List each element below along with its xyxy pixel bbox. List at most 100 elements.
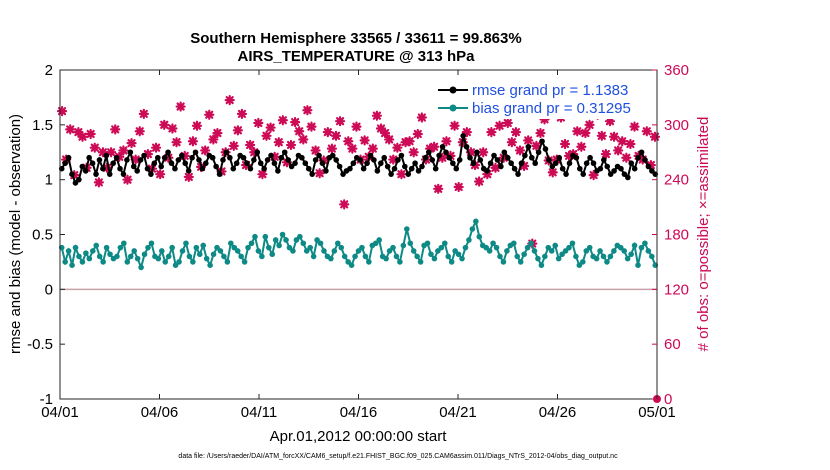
bias-point: [521, 251, 527, 258]
bias-point: [245, 244, 251, 251]
obs-marker: [478, 147, 489, 158]
bias-point: [155, 255, 162, 262]
rmse-point: [597, 165, 604, 172]
bias-point: [62, 259, 68, 265]
bias-point: [538, 262, 545, 269]
y-left-tick-label: -0.5: [27, 336, 53, 353]
rmse-point: [467, 154, 473, 161]
rmse-point: [106, 171, 113, 177]
rmse-point: [100, 165, 106, 172]
bias-point: [145, 244, 151, 251]
rmse-point: [86, 154, 92, 161]
rmse-point: [175, 157, 182, 163]
obs-marker: [396, 169, 407, 180]
obs-marker: [453, 181, 464, 193]
bias-point: [393, 253, 400, 260]
bias-point: [297, 233, 303, 240]
rmse-point: [192, 149, 199, 156]
rmse-point: [552, 160, 559, 167]
obs-marker: [604, 116, 616, 127]
obs-marker: [302, 105, 313, 116]
obs-marker: [343, 136, 354, 147]
x-tick-label: 04/11: [241, 404, 277, 421]
obs-marker: [110, 124, 121, 135]
rmse-point: [546, 157, 552, 163]
bias-point: [631, 242, 638, 249]
rmse-point: [522, 152, 528, 159]
rmse-point: [220, 157, 226, 163]
rmse-point: [227, 154, 233, 161]
rmse-point: [638, 149, 645, 156]
rmse-point: [281, 149, 288, 156]
rmse-point: [130, 163, 137, 170]
obs-marker: [584, 119, 595, 130]
bias-point: [517, 259, 524, 265]
bias-point: [642, 240, 648, 247]
obs-marker: [408, 147, 419, 158]
bias-point: [383, 255, 389, 262]
rmse-point: [446, 154, 453, 161]
bias-point: [459, 255, 465, 262]
bias-point: [466, 237, 472, 243]
bias-point: [321, 248, 327, 254]
bias-point: [555, 255, 562, 262]
obs-marker: [142, 148, 154, 160]
rmse-point: [292, 160, 298, 167]
rmse-point: [539, 138, 545, 145]
obs-marker: [506, 137, 517, 148]
bias-point: [500, 259, 507, 265]
bias-point: [69, 262, 75, 269]
rmse-point: [209, 154, 216, 161]
obs-marker: [326, 143, 338, 154]
bias-point: [203, 255, 210, 262]
bias-point: [252, 233, 258, 240]
bias-point: [445, 253, 452, 260]
bias-point: [317, 240, 324, 247]
bias-point: [72, 244, 79, 251]
obs-marker: [539, 114, 550, 125]
rmse-point: [336, 163, 343, 170]
rmse-point: [439, 143, 446, 150]
bias-point: [190, 259, 196, 265]
rmse-point: [374, 168, 381, 174]
rmse-point: [398, 152, 405, 159]
bias-point: [107, 251, 113, 258]
rmse-point: [275, 168, 281, 174]
bias-point: [414, 253, 420, 260]
bias-point: [597, 248, 603, 254]
bias-point: [100, 259, 106, 265]
obs-marker: [134, 126, 145, 137]
obs-marker: [310, 145, 321, 156]
rmse-point: [137, 157, 144, 163]
obs-marker: [159, 119, 170, 130]
y-right-tick-label: 180: [664, 227, 689, 244]
chart-title-line1: Southern Hemisphere 33565 / 33611 = 99.8…: [190, 30, 521, 47]
rmse-point: [443, 149, 449, 156]
bias-point: [548, 248, 555, 254]
rmse-point: [233, 160, 240, 167]
obs-marker: [204, 109, 215, 120]
legend-rmse-marker: [449, 86, 457, 94]
legend: rmse grand pr = 1.1383 bias grand pr = 0…: [432, 79, 652, 119]
rmse-point: [590, 160, 597, 167]
bias-point: [524, 244, 531, 251]
obs-marker: [126, 138, 137, 149]
rmse-point: [144, 165, 151, 172]
bias-point: [272, 237, 279, 243]
rmse-point: [402, 163, 408, 170]
rmse-point: [628, 160, 635, 167]
obs-marker: [200, 145, 211, 156]
bias-point: [611, 248, 617, 254]
x-axis-label: Apr.01,2012 00:00:00 start: [270, 428, 448, 445]
rmse-point: [357, 157, 364, 163]
rmse-point: [371, 157, 377, 163]
rmse-point: [556, 154, 563, 161]
x-tick-label: 04/21: [439, 404, 477, 421]
rmse-point: [302, 160, 309, 167]
rmse-point: [625, 174, 631, 181]
y-left-tick-label: 0: [45, 281, 53, 298]
bias-point: [114, 253, 120, 260]
rmse-point: [491, 152, 497, 159]
obs-marker: [216, 166, 227, 177]
